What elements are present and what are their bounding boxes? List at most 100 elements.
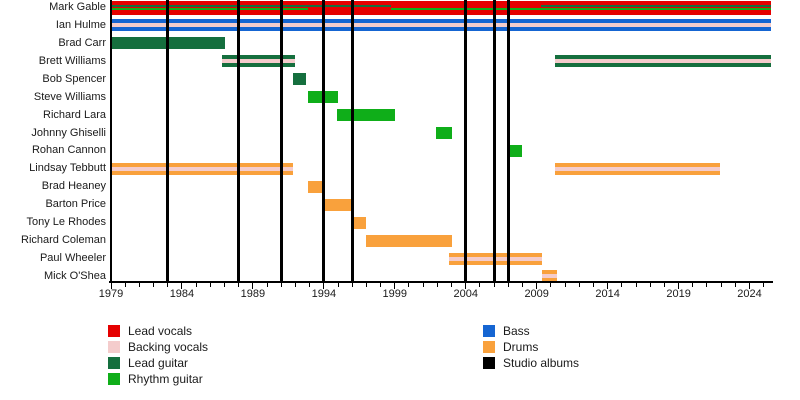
x-axis-tick	[280, 283, 282, 287]
x-axis-tick	[720, 283, 722, 287]
legend-swatch-drums	[483, 341, 495, 353]
x-axis-tick	[649, 283, 651, 287]
member-label: Johnny Ghiselli	[31, 126, 106, 139]
x-axis-tick-label: 1994	[311, 288, 337, 300]
studio-album-line	[166, 0, 170, 281]
x-axis-tick	[550, 283, 552, 287]
timeline-bar-backing-vocals	[111, 23, 771, 28]
studio-album-line	[350, 0, 354, 281]
x-axis-tick	[309, 283, 311, 287]
y-axis-line	[110, 0, 112, 281]
member-label: Barton Price	[45, 198, 106, 211]
x-axis-tick	[607, 283, 609, 289]
legend-swatch-rhythm-guitar	[108, 373, 120, 385]
member-label: Brad Heaney	[41, 180, 106, 193]
legend-swatch-lead-guitar	[108, 357, 120, 369]
x-axis-tick-label: 1999	[382, 288, 408, 300]
legend-swatch-albums	[483, 357, 495, 369]
member-label: Brett Williams	[38, 54, 106, 67]
timeline-bar-rhythm-guitar	[336, 109, 395, 122]
x-axis-tick	[224, 283, 226, 287]
studio-album-line	[237, 0, 241, 281]
timeline-bar-backing-vocals	[449, 256, 543, 261]
x-axis-tick	[138, 283, 140, 287]
legend-swatch-lead-vocals	[108, 325, 120, 337]
timeline-bar-rhythm-guitar	[506, 144, 523, 157]
timeline-bar-backing-vocals	[555, 59, 771, 64]
x-axis-tick	[763, 283, 765, 287]
x-axis-tick-label: 1984	[169, 288, 195, 300]
member-label: Steve Williams	[33, 90, 106, 103]
x-axis-tick	[465, 283, 467, 289]
member-label: Bob Spencer	[42, 72, 106, 85]
studio-album-line	[492, 0, 496, 281]
member-label: Mark Gable	[49, 1, 106, 13]
x-axis-tick	[294, 283, 296, 287]
x-axis-tick	[351, 283, 353, 287]
x-axis-tick	[479, 283, 481, 287]
x-axis-tick	[209, 283, 211, 287]
timeline-bar-rhythm-guitar	[111, 7, 309, 11]
x-axis-tick	[323, 283, 325, 289]
x-axis-tick-label: 2004	[453, 288, 478, 300]
x-axis-tick	[436, 283, 438, 287]
x-axis-tick	[252, 283, 254, 289]
timeline-bar-rhythm-guitar	[390, 7, 771, 11]
legend-label-lead-guitar: Lead guitar	[128, 356, 189, 370]
x-axis-tick	[678, 283, 680, 289]
timeline-bar-lead-guitar	[292, 73, 307, 86]
timeline-bar-drums	[351, 216, 366, 229]
member-label: Richard Coleman	[21, 234, 106, 247]
timeline-bar-backing-vocals	[542, 274, 558, 279]
x-axis-tick	[124, 283, 126, 287]
member-label: Brad Carr	[58, 36, 106, 49]
x-axis-tick	[507, 283, 509, 287]
x-axis-tick-label: 2024	[737, 288, 762, 300]
x-axis-tick	[110, 283, 112, 289]
x-axis-tick	[266, 283, 268, 287]
legend-label-drums: Drums	[503, 340, 539, 354]
x-axis-tick	[181, 283, 183, 289]
x-axis-tick	[408, 283, 410, 287]
studio-album-line	[464, 0, 468, 281]
legend-label-albums: Studio albums	[503, 356, 580, 370]
x-axis-tick	[365, 283, 367, 287]
timeline-bar-backing-vocals	[111, 166, 293, 171]
x-axis-tick	[451, 283, 453, 287]
x-axis-tick	[578, 283, 580, 287]
member-label: Mick O'Shea	[43, 269, 106, 282]
timeline-bar-backing-vocals	[555, 166, 720, 171]
studio-album-line	[279, 0, 283, 281]
legend-label-lead-vocals: Lead vocals	[128, 324, 193, 338]
member-label: Richard Lara	[43, 108, 106, 121]
timeline-bar-drums	[323, 198, 352, 211]
member-label: Lindsay Tebbutt	[29, 162, 106, 175]
x-axis-tick-label: 2009	[524, 288, 549, 300]
x-axis-tick	[706, 283, 708, 287]
x-axis-tick	[663, 283, 665, 287]
x-axis-tick	[635, 283, 637, 287]
member-label: Paul Wheeler	[39, 252, 106, 265]
timeline-bar-lead-guitar	[540, 4, 771, 8]
x-axis-tick-label: 1979	[98, 288, 124, 300]
studio-album-line	[506, 0, 510, 281]
x-axis-tick	[153, 283, 155, 287]
legend-label-rhythm-guitar: Rhythm guitar	[128, 372, 203, 386]
legend-swatch-backing-vocals	[108, 341, 120, 353]
x-axis-tick	[422, 283, 424, 287]
x-axis-tick-label: 2014	[595, 288, 620, 300]
x-axis-tick	[493, 283, 495, 287]
timeline-bar-rhythm-guitar	[435, 127, 452, 139]
member-label: Ian Hulme	[55, 18, 106, 31]
x-axis-tick	[734, 283, 736, 287]
member-label: Tony Le Rhodes	[26, 216, 107, 229]
x-axis-tick	[592, 283, 594, 287]
x-axis-tick	[564, 283, 566, 287]
x-axis-line	[109, 281, 773, 283]
x-axis-tick	[167, 283, 169, 287]
member-label: Rohan Cannon	[31, 144, 106, 157]
timeline-bar-backing-vocals	[222, 59, 296, 64]
timeline-bar-drums	[308, 180, 323, 193]
x-axis-tick	[749, 283, 751, 289]
